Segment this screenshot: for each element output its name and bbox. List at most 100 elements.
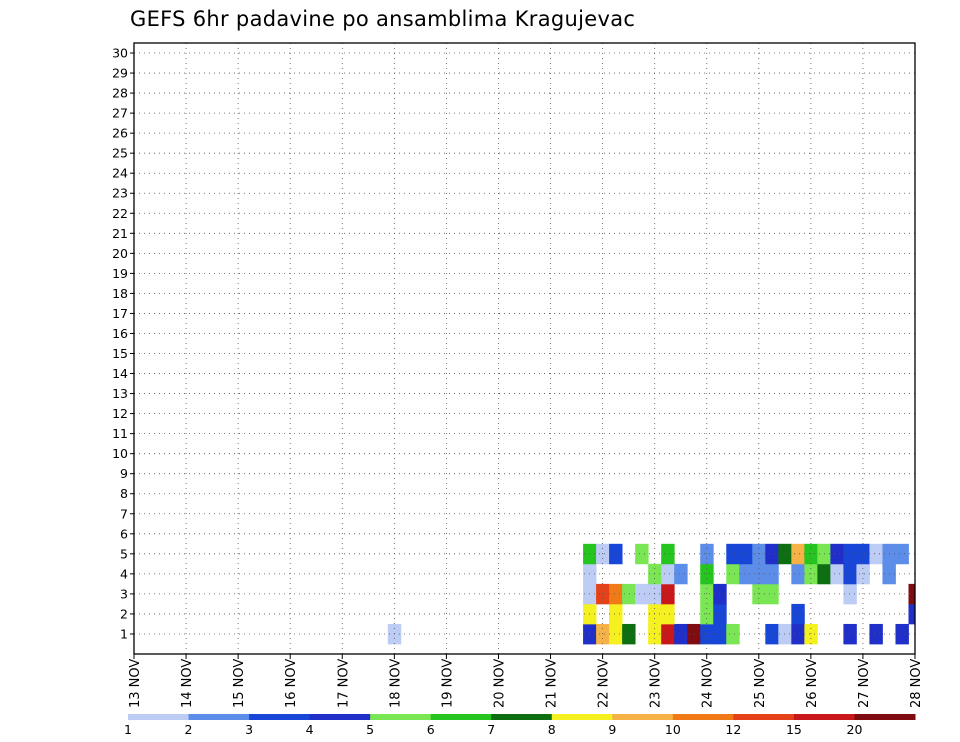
y-tick-label: 20 <box>112 246 128 261</box>
x-tick-label: 17 NOV <box>336 659 351 708</box>
colorbar-segment <box>793 714 855 720</box>
heat-cell <box>661 563 675 585</box>
y-tick-label: 23 <box>112 186 128 201</box>
y-tick-label: 18 <box>112 286 128 301</box>
heat-cell <box>596 623 610 645</box>
colorbar-segment <box>672 714 734 720</box>
heat-cell <box>895 623 909 645</box>
heat-cell <box>765 583 779 605</box>
heat-cell <box>700 603 714 625</box>
colorbar-label: 2 <box>185 722 193 737</box>
heat-cell <box>765 563 779 585</box>
colorbar-segment <box>188 714 250 720</box>
y-tick-label: 11 <box>112 426 128 441</box>
x-tick-label: 15 NOV <box>232 659 247 708</box>
heat-cell <box>609 583 623 605</box>
heat-cell <box>843 623 857 645</box>
colorbar-label: 10 <box>665 722 681 737</box>
heat-cell <box>661 623 675 645</box>
colorbar: 1 2 3 4 5 6 7 8 9 10 12 15 20 <box>124 714 916 737</box>
y-tick-label: 14 <box>112 366 128 381</box>
x-tick-label: 21 NOV <box>545 659 560 708</box>
y-tick-label: 24 <box>112 166 128 181</box>
colorbar-label: 20 <box>847 722 863 737</box>
colorbar-label: 15 <box>786 722 802 737</box>
colorbar-label: 6 <box>427 722 435 737</box>
x-tick-label: 27 NOV <box>857 659 872 708</box>
colorbar-label: 4 <box>306 722 314 737</box>
x-tick-label: 24 NOV <box>701 659 716 708</box>
y-tick-label: 13 <box>112 386 128 401</box>
x-tick-label: 16 NOV <box>284 659 299 708</box>
heat-cell <box>791 543 805 565</box>
heat-cell <box>700 543 714 565</box>
chart-title: GEFS 6hr padavine po ansamblima Kragujev… <box>130 7 635 31</box>
colorbar-label: 12 <box>725 722 741 737</box>
x-tick-label: 25 NOV <box>753 659 768 708</box>
heat-cell <box>635 543 649 565</box>
heat-cell <box>869 623 883 645</box>
heat-cell <box>661 603 675 625</box>
heat-cell <box>596 583 610 605</box>
heat-cell <box>739 563 753 585</box>
heat-cell <box>791 603 805 625</box>
heat-cell <box>804 623 818 645</box>
heat-cell <box>778 543 792 565</box>
heat-cell <box>622 583 636 605</box>
y-tick-label: 7 <box>120 506 128 521</box>
heat-cell <box>908 583 916 605</box>
x-tick-label: 22 NOV <box>597 659 612 708</box>
colorbar-segment <box>430 714 492 720</box>
colorbar-label: 3 <box>245 722 253 737</box>
y-tick-label: 6 <box>120 526 128 541</box>
y-tick-label: 22 <box>112 206 128 221</box>
heat-cell <box>622 623 636 645</box>
colorbar-segment <box>854 714 916 720</box>
x-tick-label: 26 NOV <box>805 659 820 708</box>
y-axis: 1234567891011121314151617181920212223242… <box>112 46 134 641</box>
colorbar-segment <box>491 714 553 720</box>
colorbar-segment <box>612 714 674 720</box>
heat-cell <box>765 623 779 645</box>
heat-cell <box>609 623 623 645</box>
colorbar-label: 8 <box>548 722 556 737</box>
colorbar-segment <box>551 714 613 720</box>
colorbar-label: 7 <box>487 722 495 737</box>
heat-cell <box>765 543 779 565</box>
y-tick-label: 21 <box>112 226 128 241</box>
heat-cell <box>687 623 701 645</box>
heat-cell <box>778 623 792 645</box>
heat-cell <box>843 543 857 565</box>
cells-layer <box>387 543 916 645</box>
grid-layer <box>134 43 915 654</box>
y-tick-label: 27 <box>112 106 128 121</box>
heat-cell <box>856 543 870 565</box>
colorbar-segment <box>128 714 190 720</box>
y-tick-label: 26 <box>112 126 128 141</box>
y-tick-label: 15 <box>112 346 128 361</box>
heat-cell <box>791 563 805 585</box>
heat-cell <box>804 543 818 565</box>
heat-cell <box>739 543 753 565</box>
y-tick-label: 3 <box>120 586 128 601</box>
colorbar-label: 1 <box>124 722 132 737</box>
x-tick-label: 20 NOV <box>492 659 507 708</box>
heat-cell <box>700 623 714 645</box>
colorbar-segment <box>370 714 432 720</box>
y-tick-label: 19 <box>112 266 128 281</box>
heat-cell <box>804 563 818 585</box>
colorbar-label: 5 <box>366 722 374 737</box>
y-tick-label: 17 <box>112 306 128 321</box>
colorbar-segment <box>733 714 795 720</box>
heat-cell <box>843 563 857 585</box>
heat-cell <box>674 563 688 585</box>
heat-cell <box>609 543 623 565</box>
heat-cell <box>609 603 623 625</box>
heat-cell <box>791 623 805 645</box>
heat-cell <box>726 623 740 645</box>
y-tick-label: 29 <box>112 66 128 81</box>
heat-cell <box>830 543 844 565</box>
heat-cell <box>726 543 740 565</box>
heat-cell <box>674 623 688 645</box>
